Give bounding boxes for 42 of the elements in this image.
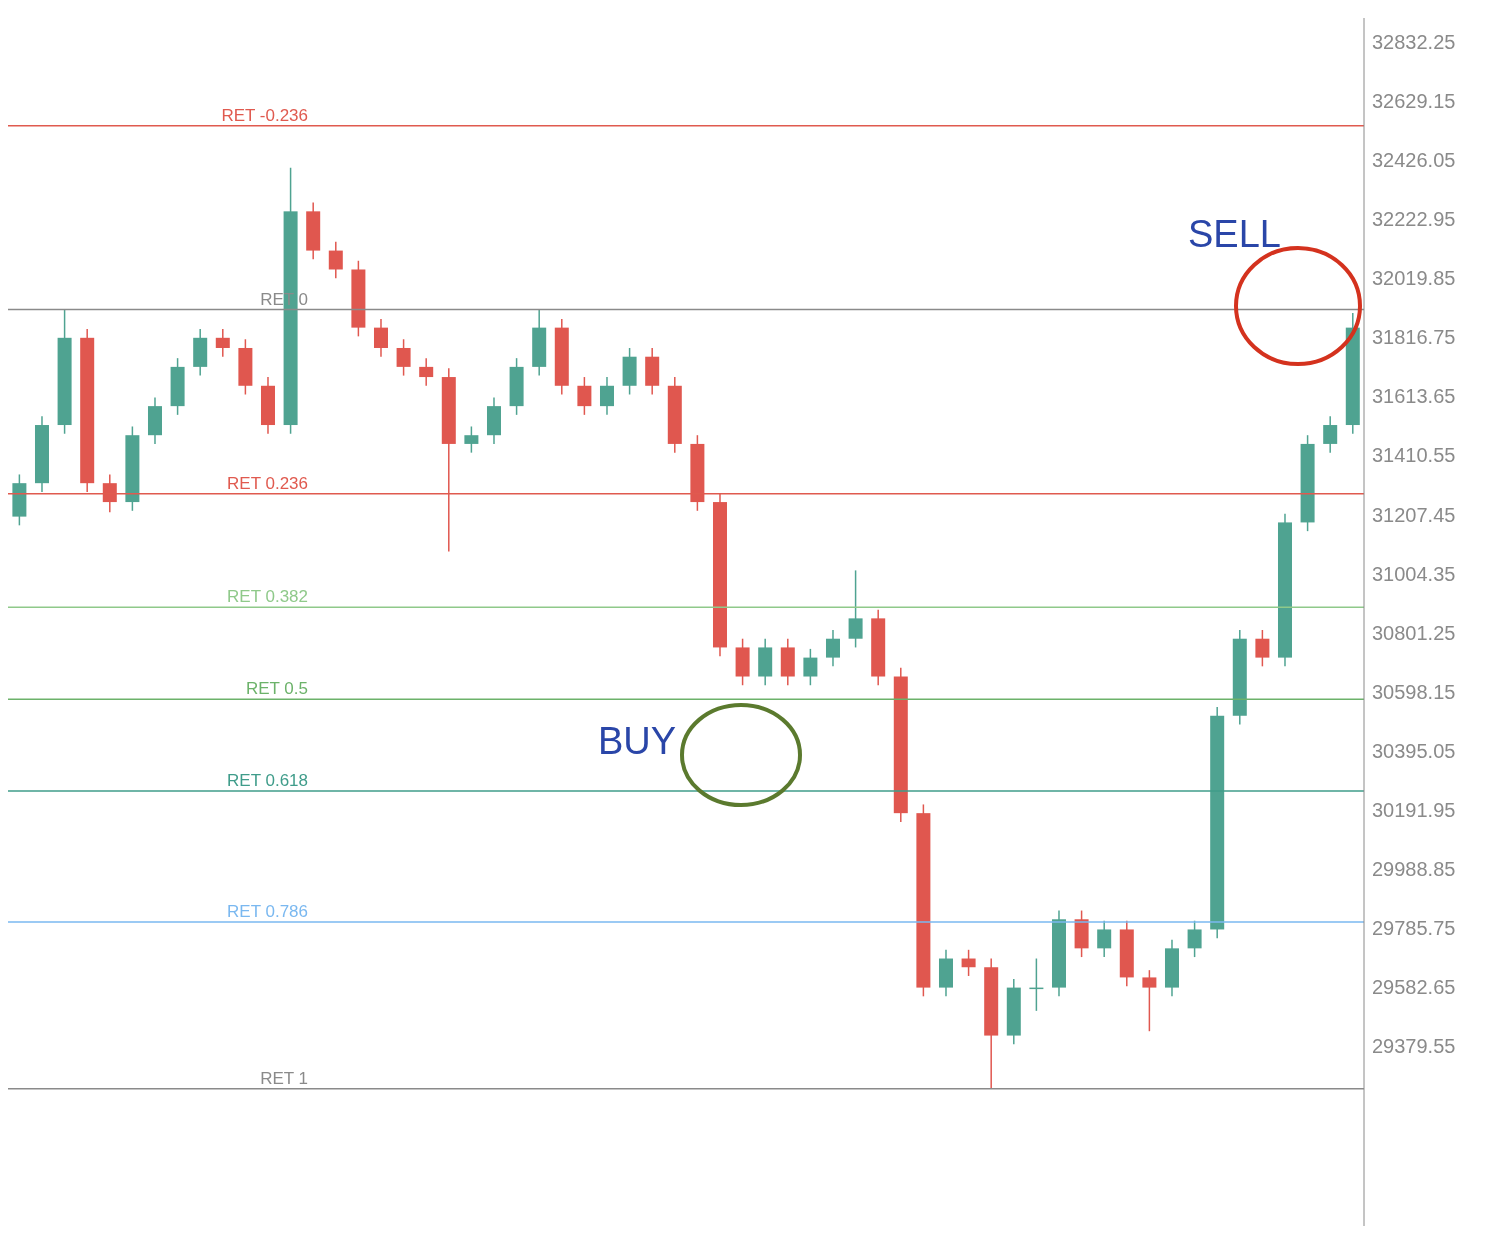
y-tick-label: 29379.55 xyxy=(1372,1034,1456,1057)
ref-line-label: RET 1 xyxy=(260,1068,308,1088)
y-tick-label: 29988.85 xyxy=(1372,857,1456,880)
y-tick-label: 31207.45 xyxy=(1372,503,1456,526)
y-tick-label: 31816.75 xyxy=(1372,326,1456,349)
y-tick-label: 31410.55 xyxy=(1372,444,1456,467)
y-tick-label: 30395.05 xyxy=(1372,739,1456,762)
ref-line-label: RET -0.236 xyxy=(221,105,308,125)
y-tick-label: 30191.95 xyxy=(1372,798,1456,821)
ref-line-label: RET 0.382 xyxy=(227,587,308,607)
y-tick-label: 31004.35 xyxy=(1372,562,1456,585)
candlestick xyxy=(328,241,343,279)
candlestick xyxy=(848,569,863,649)
candlestick xyxy=(419,357,434,387)
ref-line-label: RET 0.618 xyxy=(227,771,308,791)
ref-line-label: RET 0.786 xyxy=(227,901,308,921)
candlestick xyxy=(396,338,411,377)
candlestick xyxy=(215,328,230,358)
y-tick-label: 32019.85 xyxy=(1372,267,1456,290)
y-tick-label: 32222.95 xyxy=(1372,208,1456,231)
candlestick xyxy=(803,648,818,686)
candlestick xyxy=(1142,969,1157,1032)
y-tick-label: 32629.15 xyxy=(1372,90,1456,113)
annotation: SELL xyxy=(1188,213,1281,256)
annotation: BUY xyxy=(598,720,677,763)
candlestick xyxy=(961,949,976,977)
ref-line-label: RET 0.236 xyxy=(227,473,308,493)
candlestick xyxy=(1255,629,1270,668)
y-tick-label: 32832.25 xyxy=(1372,31,1456,54)
candlestick xyxy=(599,376,614,416)
candlestick xyxy=(1323,415,1338,454)
y-tick-label: 32426.05 xyxy=(1372,149,1456,172)
candlestick xyxy=(825,629,840,668)
ref-line-label: RET 0.5 xyxy=(245,679,308,699)
y-tick-label: 31613.65 xyxy=(1372,385,1456,408)
y-tick-label: 29785.75 xyxy=(1372,916,1456,939)
candlestick xyxy=(464,425,479,454)
candlestick xyxy=(577,376,592,416)
y-tick-label: 29582.65 xyxy=(1372,975,1456,998)
candlestick xyxy=(373,318,388,358)
y-tick-label: 30801.25 xyxy=(1372,621,1456,644)
y-tick-label: 30598.15 xyxy=(1372,680,1456,703)
